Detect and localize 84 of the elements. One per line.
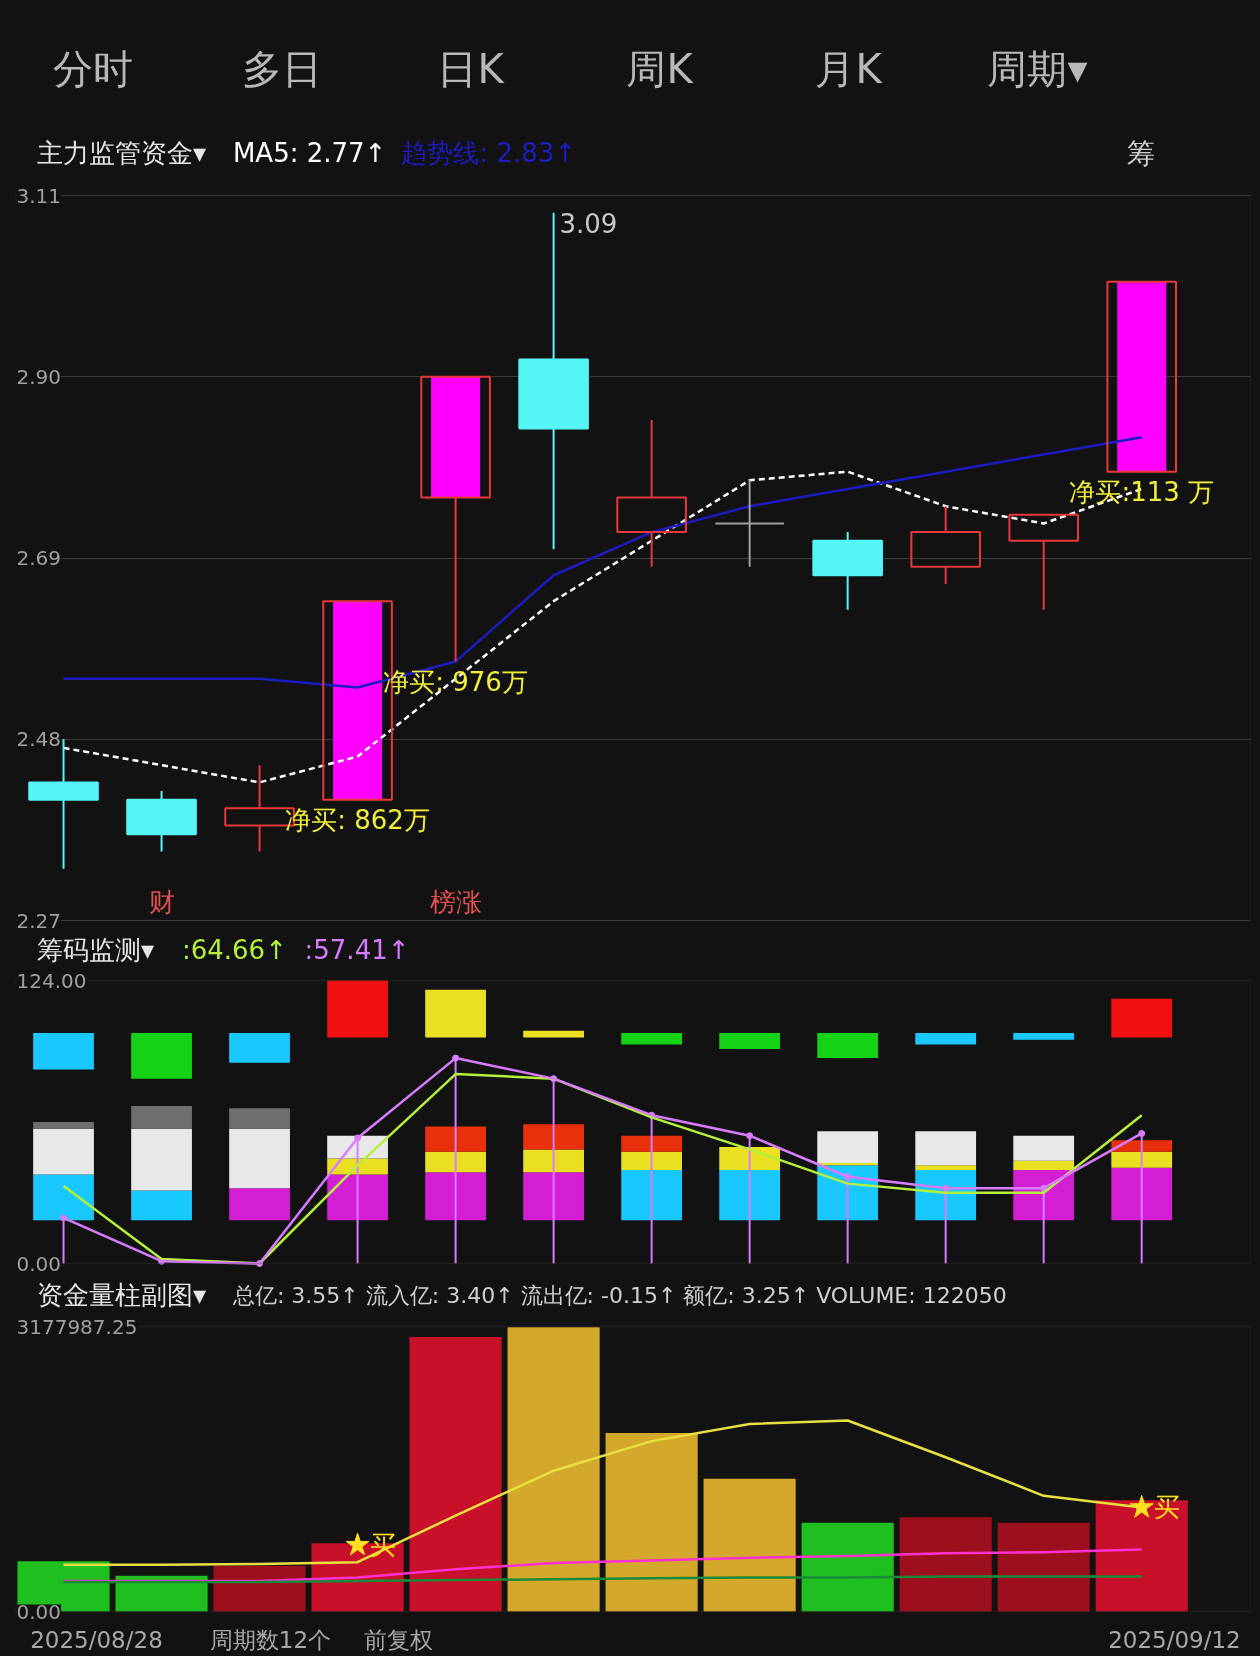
- y-tick-label: 2.90: [16, 364, 62, 389]
- bar: [425, 1172, 486, 1221]
- candlestick: [420, 375, 491, 663]
- bar: [1013, 1135, 1075, 1161]
- text: MA5: 2.77↑: [232, 138, 387, 168]
- text: 3.09: [559, 208, 618, 239]
- bar: [523, 1149, 584, 1173]
- text: 2025/08/28: [30, 1626, 163, 1653]
- bar: [817, 1032, 879, 1059]
- bar: [333, 601, 383, 800]
- text: :57.41↑: [304, 935, 410, 965]
- bar: [1111, 1140, 1173, 1152]
- y-tick-label: 0.00: [16, 1599, 62, 1624]
- chart-subtitle: 总亿: 3.55↑ 流入亿: 3.40↑ 流出亿: -0.15↑ 额亿: 3.25↑ VOLUME: 122050: [231, 1282, 1007, 1308]
- bar: [425, 1126, 486, 1152]
- y-tick-label: 2.69: [16, 546, 62, 570]
- candlestick: [714, 479, 785, 568]
- x-tick-label: 财: [148, 886, 175, 917]
- text: 2025/09/12: [1108, 1626, 1241, 1653]
- bar: [33, 1122, 94, 1129]
- candlestick: [1008, 513, 1079, 611]
- bar: [899, 1517, 992, 1612]
- chart-title: 资金量柱副图▾: [37, 1280, 207, 1310]
- bar: [605, 1433, 698, 1612]
- bar: [997, 1522, 1090, 1612]
- bar: [915, 1131, 977, 1166]
- bar: [523, 1172, 584, 1221]
- bar: [1111, 998, 1173, 1038]
- y-tick-label: 2.27: [16, 908, 62, 933]
- bar: [801, 1522, 894, 1612]
- bar: [1013, 1160, 1075, 1170]
- bar: [213, 1565, 306, 1612]
- candlestick: [910, 505, 981, 585]
- chart-title: 筹码监测▾: [37, 935, 155, 965]
- text: :64.66↑: [181, 935, 287, 965]
- annotation: 净买:113 万: [1069, 476, 1215, 507]
- bar: [409, 1337, 502, 1612]
- bar: [817, 1131, 879, 1164]
- bar: [621, 1032, 683, 1045]
- bar: [621, 1135, 683, 1152]
- bar: [327, 1174, 388, 1221]
- candlestick: [126, 790, 197, 853]
- y-tick-label: 3.11: [16, 183, 62, 208]
- bar: [703, 1478, 796, 1612]
- text: 周K: [626, 45, 695, 92]
- bar: [327, 980, 388, 1038]
- bar: [915, 1165, 977, 1170]
- bar: [33, 1128, 94, 1175]
- text: 趋势线: 2.83↑: [401, 138, 577, 168]
- bar: [131, 1032, 192, 1079]
- text: 日K: [437, 45, 506, 92]
- data-label: 买: [1154, 1492, 1181, 1523]
- text: 周期▾: [987, 45, 1088, 92]
- bar: [1013, 1169, 1075, 1221]
- bar: [719, 1032, 781, 1049]
- text: 多日: [241, 45, 322, 92]
- x-tick-label: 榜涨: [429, 886, 482, 917]
- y-tick-label: 3177987.25: [16, 1314, 138, 1339]
- bar: [507, 1327, 600, 1612]
- text: 筹: [1126, 136, 1155, 170]
- chart-title: 主力监管资金▾: [37, 138, 207, 168]
- bar: [1117, 281, 1167, 472]
- text: 前复权: [364, 1626, 434, 1653]
- y-tick-label: 124.00: [16, 968, 87, 993]
- bar: [431, 376, 481, 498]
- bar: [523, 1124, 584, 1150]
- bar: [229, 1188, 290, 1221]
- bar: [131, 1106, 192, 1129]
- bar: [1111, 1167, 1173, 1221]
- text: 分时: [52, 45, 133, 92]
- text: 周期数12个: [209, 1626, 332, 1653]
- candlestick: [616, 418, 687, 568]
- bar: [229, 1128, 290, 1189]
- bar: [229, 1108, 290, 1129]
- bar: [621, 1151, 683, 1170]
- bar: [131, 1128, 192, 1191]
- bar: [719, 1147, 781, 1170]
- bar: [1111, 1151, 1173, 1168]
- candlestick: [812, 531, 883, 611]
- bar: [425, 1151, 486, 1173]
- y-tick-label: 2.48: [16, 727, 62, 752]
- bar: [115, 1575, 208, 1612]
- y-tick-label: 0.00: [16, 1251, 62, 1276]
- text: 月K: [815, 45, 884, 92]
